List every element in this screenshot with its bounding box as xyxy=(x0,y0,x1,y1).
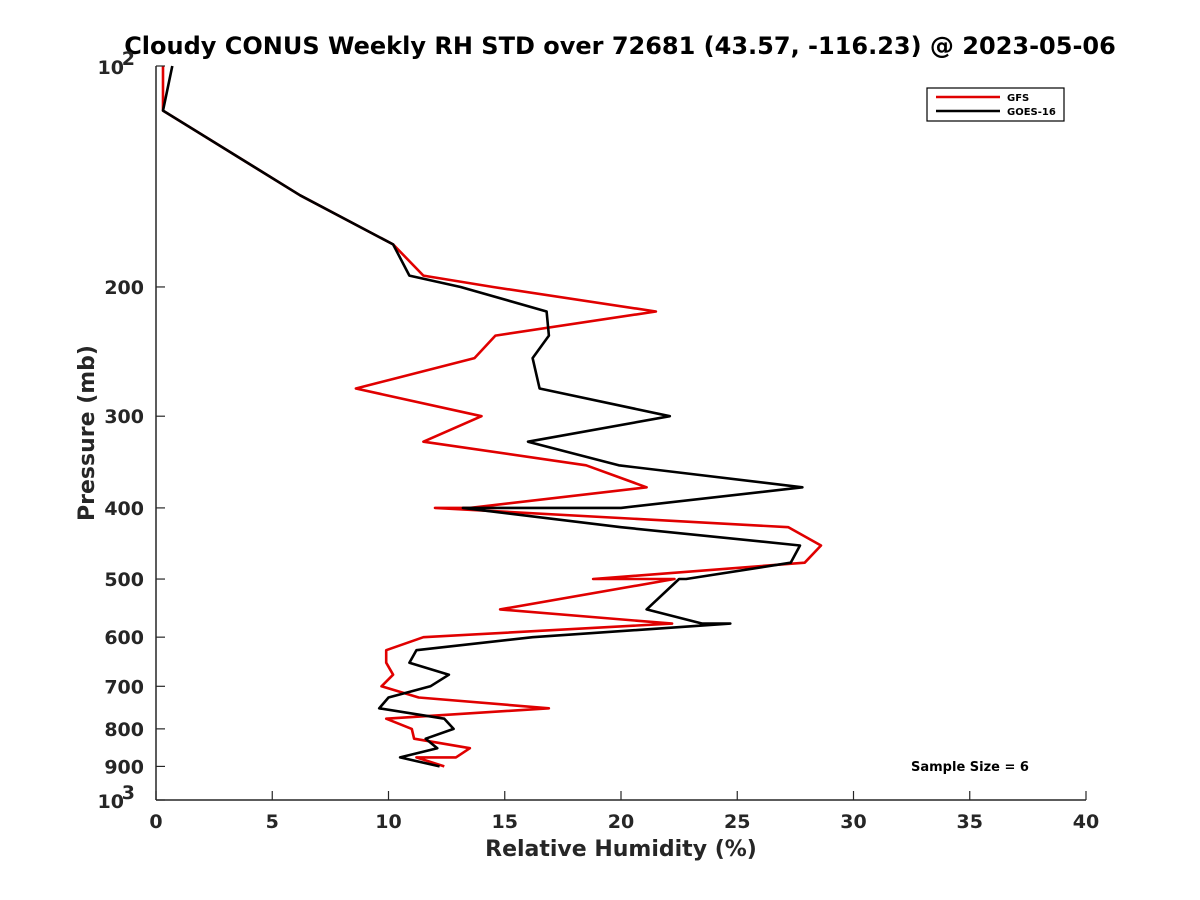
x-tick-label: 30 xyxy=(840,811,866,833)
legend: GFS GOES-16 xyxy=(926,87,1065,122)
x-axis-ticks: 0 5 10 15 20 25 30 35 40 xyxy=(149,791,1099,833)
x-tick-label: 25 xyxy=(724,811,750,833)
x-tick-label: 35 xyxy=(957,811,983,833)
legend-label-goes16: GOES-16 xyxy=(1007,107,1056,118)
x-tick-label: 5 xyxy=(266,811,279,833)
y-decade-label: 10 xyxy=(98,791,124,813)
y-axis-title: Pressure (mb) xyxy=(75,345,100,521)
y-tick-label: 600 xyxy=(104,627,144,649)
y-decade-exponent: 3 xyxy=(122,782,135,804)
y-tick-label: 500 xyxy=(104,569,144,591)
series-line-gfs xyxy=(161,66,823,768)
series-line-goes16 xyxy=(161,65,804,768)
x-tick-label: 40 xyxy=(1073,811,1099,833)
legend-box xyxy=(926,87,1065,122)
y-tick-label: 200 xyxy=(104,277,144,299)
plot-series-layer xyxy=(161,65,823,768)
y-tick-label: 300 xyxy=(104,406,144,428)
y-tick-label: 800 xyxy=(104,719,144,741)
y-tick-label: 900 xyxy=(104,756,144,778)
x-tick-label: 15 xyxy=(492,811,518,833)
chart-title: Cloudy CONUS Weekly RH STD over 72681 (4… xyxy=(124,32,1116,60)
x-tick-label: 10 xyxy=(375,811,401,833)
x-axis-title: Relative Humidity (%) xyxy=(485,837,757,862)
y-decade-label: 10 xyxy=(98,57,124,79)
y-tick-label: 700 xyxy=(104,676,144,698)
legend-label-gfs: GFS xyxy=(1007,93,1029,104)
sample-size-annotation: Sample Size = 6 xyxy=(911,760,1029,775)
x-tick-label: 20 xyxy=(608,811,634,833)
y-tick-label: 400 xyxy=(104,498,144,520)
x-tick-label: 0 xyxy=(149,811,162,833)
y-decade-exponent: 2 xyxy=(122,48,135,70)
axes-frame xyxy=(155,66,1086,801)
